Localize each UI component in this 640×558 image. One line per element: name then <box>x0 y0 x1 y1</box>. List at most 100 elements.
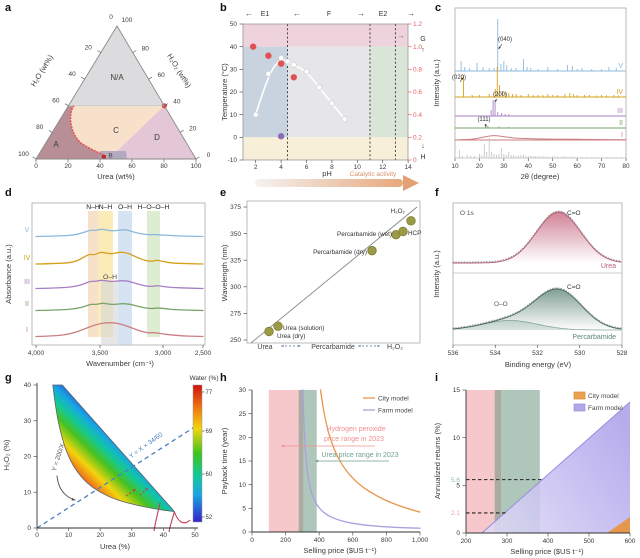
right-tick-label: 20 <box>189 125 197 132</box>
panel-d: d N–H N–H O–H H–O–O–H O–H V IV III II I 4,000 3,500… <box>0 185 215 370</box>
right-tick-label: 60 <box>157 72 165 79</box>
h2o2-annotation-line1: Hydrogen peroxide <box>326 426 385 433</box>
left-tick-label: 40 <box>68 71 76 78</box>
colorbar-tick-label: 77 <box>206 390 213 396</box>
x-tick-label: 3,000 <box>155 350 172 357</box>
point-label: H₂O₂ <box>391 208 406 215</box>
y-tick-label: 40 <box>24 382 32 389</box>
arrowhead <box>144 488 148 491</box>
plot-b-dynamic: 2 4 6 8 10 12 14 50 40 30 20 10 0 -10 1.2 1.0 0.8 0.6 0.4 0… <box>220 9 426 178</box>
curve-arrow <box>56 475 76 501</box>
red-point <box>290 74 297 81</box>
tick-mark <box>81 76 85 80</box>
arrowhead <box>315 459 319 463</box>
x-tick-label: 4 <box>279 164 283 171</box>
right-tick-label: 1.2 <box>413 21 422 28</box>
region-na <box>68 26 165 106</box>
bottom-tick-label: 80 <box>160 163 168 170</box>
bottom-tick-label: 20 <box>64 163 72 170</box>
panel-letter-e: e <box>220 187 227 199</box>
ftir-trace <box>35 302 204 312</box>
farm-model-line <box>481 401 631 534</box>
trace-label: III <box>24 279 30 286</box>
arrowhead <box>498 46 501 49</box>
hyperbola-label: Y = 200/X <box>51 442 67 472</box>
arrowhead <box>281 444 285 448</box>
right-axis-top-label: G <box>420 36 425 43</box>
point-label: Urea (dry) <box>277 333 305 340</box>
colorbar-tick-label: 69 <box>206 429 213 435</box>
y-axis-title: H₂O₂ (%) <box>2 439 11 470</box>
y-tick-label: 0 <box>242 529 246 536</box>
panel-letter-h: h <box>220 372 227 384</box>
panel-c: c 10 20 30 40 50 60 70 80 V IV III II I (040) (020) (20… <box>430 0 640 185</box>
temperature-ph-plot: 2 4 6 8 10 12 14 50 40 30 20 10 0 -10 1.2 1.0 0.8 0.6 0.4 0… <box>220 9 426 191</box>
panel-letter-i: i <box>435 372 439 384</box>
arrowhead <box>358 344 361 348</box>
right-tick-label: 1.0 <box>413 44 422 51</box>
plot-f-dynamic: O 1s C=O Urea C=O O–O Percarbamide 536 534 532 53… <box>432 210 628 369</box>
inner-arrow: → <box>398 33 405 40</box>
zone-arrow: ← <box>245 9 253 18</box>
legend-label: City model <box>378 395 409 402</box>
x-category-label: Percarbamide <box>311 344 355 351</box>
white-point <box>328 100 335 107</box>
up-arrow: ↑ <box>421 47 425 54</box>
y-tick-label: 15 <box>239 458 247 465</box>
band-label: N–H <box>86 204 100 211</box>
band-hooh <box>147 211 160 337</box>
right-tick-label: 0.6 <box>413 89 422 96</box>
x-tick-label: 12 <box>379 164 387 171</box>
y-axis-title: Intensity (a.u.) <box>432 59 441 107</box>
x-tick-label: 50 <box>549 163 557 170</box>
red-point <box>277 60 285 67</box>
xps-raw-dots <box>452 287 622 329</box>
trace-label: V <box>618 63 623 70</box>
zone-divider-lines <box>286 24 396 160</box>
tick-mark <box>148 76 153 80</box>
legend-label: City model <box>588 393 619 400</box>
white-point <box>303 68 310 75</box>
arrowhead <box>494 99 497 102</box>
x-tick-label: 528 <box>617 350 628 357</box>
right-axis-title: H₂O₂ (wt%) <box>165 52 193 90</box>
heatmap-region <box>51 384 175 513</box>
x-tick-label: 600 <box>625 538 636 545</box>
y-tick-label: 10 <box>239 482 247 489</box>
arrowhead <box>298 344 301 348</box>
white-point <box>290 61 297 68</box>
y-tick-label: 15 <box>453 387 461 394</box>
crimson-curves <box>153 502 191 533</box>
x-tick-label: 3,500 <box>92 350 109 357</box>
tick-mark <box>32 156 37 160</box>
region-label: A <box>53 140 59 149</box>
trace-label: I <box>621 132 623 139</box>
plot-h-dynamic: 0 200 400 600 800 1,000 0 5 10 15 20 25 30 City model… <box>220 387 429 555</box>
xps-plot: O 1s C=O Urea C=O O–O Percarbamide 536 534 532 53… <box>432 202 628 369</box>
y-tick-label: 250 <box>230 337 241 344</box>
arrowhead <box>484 124 487 127</box>
y-tick-label: 0 <box>27 525 31 532</box>
x-tick-label: 10 <box>65 532 73 539</box>
x-tick-label: 40 <box>160 532 168 539</box>
ftir-trace <box>35 228 204 238</box>
x-axis-title: Urea (wt%) <box>97 172 135 181</box>
arrowhead <box>281 344 284 348</box>
legend-label: Farm model <box>378 407 413 414</box>
x-tick-label: 40 <box>525 163 533 170</box>
ternary-phase-diagram: 0 20 20 80 40 40 60 60 60 40 80 80 20 100 100 0 0 100 N/A C… <box>18 14 211 181</box>
zone-arrow: ← <box>293 9 301 18</box>
white-point <box>341 116 348 123</box>
colorbar-tick-label: 60 <box>206 472 213 478</box>
bottom-tick-label: 0 <box>34 163 38 170</box>
urea-price-band <box>298 390 317 532</box>
zone-label-e1: E1 <box>261 11 270 18</box>
return-value-label: 2.1 <box>451 510 460 517</box>
y-tick-label: 10 <box>230 112 238 119</box>
panel-letter-c: c <box>435 2 442 14</box>
band-oh-gray <box>101 281 118 345</box>
panel-letter-b: b <box>220 2 227 14</box>
zone-backgrounds <box>243 24 408 160</box>
left-tick-label: 20 <box>85 44 93 51</box>
